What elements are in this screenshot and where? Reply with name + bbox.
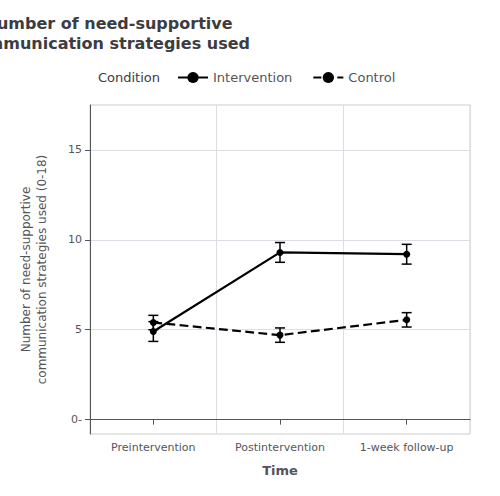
- svg-text:Postintervention: Postintervention: [235, 441, 325, 454]
- svg-text:0-: 0-: [71, 413, 82, 426]
- svg-text:communication strategies used: communication strategies used: [0, 34, 250, 53]
- svg-text:Number of need-supportive: Number of need-supportive: [0, 14, 233, 33]
- svg-text:10: 10: [68, 233, 82, 246]
- svg-text:Intervention: Intervention: [213, 70, 292, 85]
- svg-text:communication strategies used: communication strategies used (0-18): [35, 155, 49, 385]
- svg-text:15: 15: [68, 143, 82, 156]
- svg-text:Preintervention: Preintervention: [111, 441, 195, 454]
- svg-text:Number of need-supportive: Number of need-supportive: [19, 187, 33, 353]
- svg-text:1-week follow-up: 1-week follow-up: [360, 441, 454, 454]
- svg-text:Condition: Condition: [98, 70, 160, 85]
- svg-text:5: 5: [75, 323, 82, 336]
- svg-text:Time: Time: [262, 463, 298, 478]
- svg-text:Control: Control: [348, 70, 395, 85]
